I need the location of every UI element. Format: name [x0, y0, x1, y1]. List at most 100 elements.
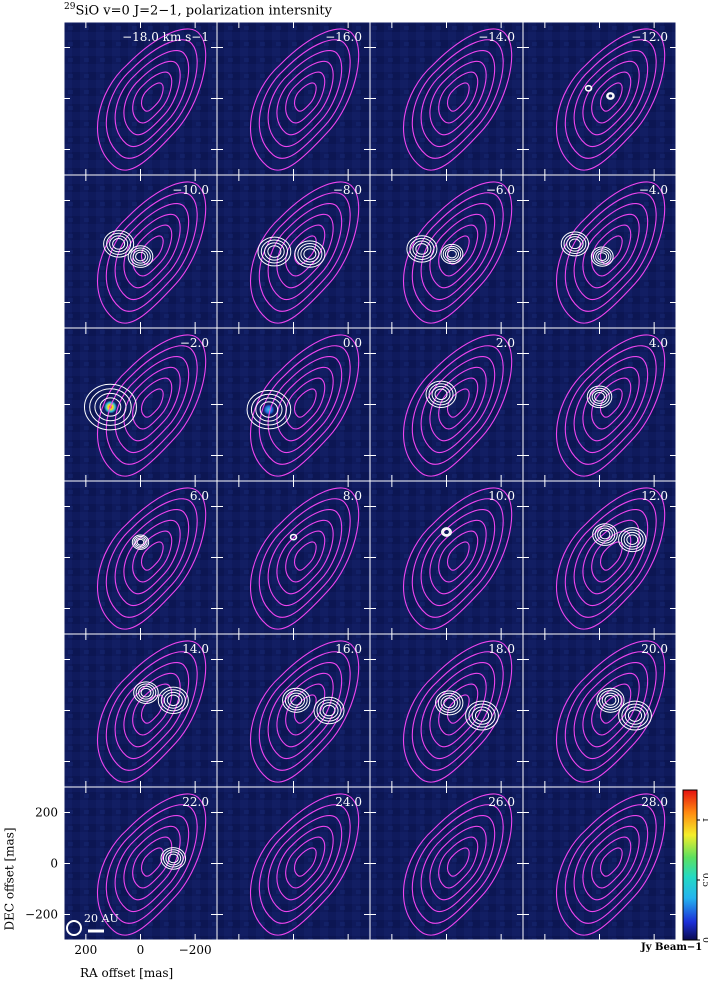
figure-title: 29SiO v=0 J=2−1, polarization intersnity: [64, 2, 332, 19]
panel-background: [369, 21, 524, 176]
stokes-i-contour: [293, 82, 317, 112]
stokes-i-contour: [105, 651, 198, 771]
velocity-label: −14.0: [478, 30, 515, 44]
pol-contour: [412, 240, 432, 258]
stokes-i-contour: [564, 345, 657, 465]
pol-contour: [441, 527, 452, 537]
x-tick-label: −200: [179, 943, 212, 957]
pol-contour: [303, 248, 317, 260]
pol-contour: [568, 238, 581, 250]
velocity-label: −10.0: [172, 183, 209, 197]
stokes-i-contour: [438, 377, 479, 430]
pol-contour: [590, 246, 614, 267]
channel-panel: 16.0: [216, 633, 371, 788]
stokes-i-contour: [285, 71, 326, 124]
stokes-i-contour: [258, 39, 351, 159]
pol-contour: [599, 529, 611, 540]
velocity-label: −4.0: [639, 183, 668, 197]
stokes-i-contour: [140, 388, 164, 418]
pol-contour: [83, 383, 137, 431]
pol-contour: [106, 232, 132, 255]
pol-contour: [434, 388, 448, 401]
pol-contour: [322, 704, 336, 717]
stokes-i-contour: [438, 530, 479, 583]
stokes-i-contour: [573, 203, 649, 301]
stokes-i-contour: [285, 530, 326, 583]
stokes-i-contour: [114, 50, 190, 148]
stokes-i-contour: [276, 825, 334, 901]
velocity-label: 18.0: [488, 642, 515, 656]
stokes-i-contour: [258, 498, 351, 618]
x-axis-label: RA offset [mas]: [80, 966, 174, 980]
velocity-label: 4.0: [649, 336, 668, 350]
pol-contour: [442, 245, 462, 263]
pol-contour: [257, 236, 292, 267]
stokes-i-contour: [132, 224, 173, 277]
stokes-i-contour: [97, 793, 207, 936]
velocity-label: −16.0: [325, 30, 362, 44]
stokes-i-contour: [573, 356, 649, 454]
pol-contour: [474, 709, 490, 722]
pol-contour: [591, 389, 608, 404]
pol-contour: [444, 247, 460, 261]
pol-contour: [135, 251, 146, 262]
channel-panel: −12.0: [522, 21, 677, 176]
pol-contour: [594, 392, 605, 402]
stokes-i-contour: [132, 530, 173, 583]
pol-contour: [447, 249, 457, 259]
stokes-i-contour: [420, 815, 496, 913]
pol-contour: [246, 389, 292, 430]
pol-contour: [157, 686, 189, 715]
stokes-i-contour: [411, 804, 504, 924]
stokes-i-contour: [276, 213, 334, 289]
stokes-i-contour: [114, 203, 190, 301]
pol-contour: [255, 397, 283, 422]
stokes-i-contour: [97, 640, 207, 783]
stokes-i-contour: [429, 366, 487, 442]
pol-contour: [166, 694, 180, 707]
pol-contour: [595, 250, 610, 263]
emission-peak: [263, 404, 275, 416]
pol-contour: [443, 697, 456, 709]
velocity-label: 0.0: [343, 336, 362, 350]
pol-contour: [560, 231, 590, 257]
panel-background: [369, 480, 524, 635]
pol-contour: [566, 236, 584, 252]
pol-contour: [284, 690, 308, 711]
stokes-i-contour: [250, 640, 360, 783]
beam-marker: [66, 920, 82, 936]
panel-background: [216, 480, 371, 635]
stokes-i-contour: [564, 804, 657, 924]
channel-panel: 14.0: [63, 633, 218, 788]
stokes-i-contour: [411, 192, 504, 312]
stokes-i-contour: [114, 509, 190, 607]
pol-contour: [89, 388, 132, 426]
stokes-i-contour: [582, 60, 640, 136]
pol-contour: [165, 851, 182, 866]
pol-contour: [130, 247, 151, 266]
pol-contour: [103, 230, 135, 258]
pol-contour: [585, 85, 592, 92]
velocity-label: 14.0: [182, 642, 209, 656]
stokes-i-contour: [599, 541, 623, 571]
pol-contour: [468, 703, 496, 728]
pol-contour: [592, 248, 612, 265]
pol-contour: [282, 687, 311, 713]
stokes-i-contour: [285, 224, 326, 277]
pol-contour: [259, 401, 279, 418]
stokes-i-contour: [403, 28, 513, 171]
velocity-label: 22.0: [182, 795, 209, 809]
colorbar-unit-label: Jy Beam−1: [641, 942, 703, 953]
pol-contour: [160, 847, 187, 870]
channel-panel: 0.0: [216, 327, 371, 482]
stokes-i-contour: [114, 815, 190, 913]
stokes-i-contour: [438, 836, 479, 889]
pol-contour: [618, 527, 647, 553]
pol-contour: [99, 397, 122, 417]
stokes-i-contour: [105, 804, 198, 924]
pol-contour: [563, 233, 587, 254]
y-tick-label: 0: [50, 857, 58, 871]
velocity-label: 28.0: [641, 795, 668, 809]
stokes-i-contour: [403, 640, 513, 783]
stokes-i-contour: [285, 836, 326, 889]
